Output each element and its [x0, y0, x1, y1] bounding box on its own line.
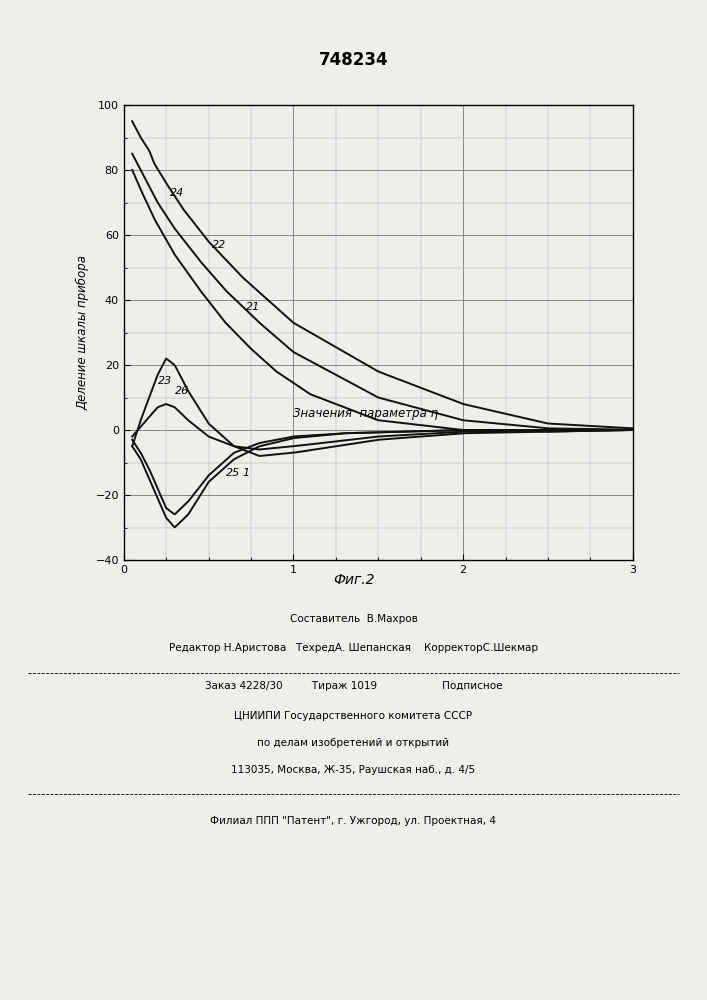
Text: Фиг.2: Фиг.2: [333, 573, 374, 587]
Text: 21: 21: [246, 302, 260, 312]
Text: ЦНИИПИ Государственного комитета СССР: ЦНИИПИ Государственного комитета СССР: [235, 711, 472, 721]
Text: Редактор Н.Аристова   ТехредА. Шепанская    КорректорС.Шекмар: Редактор Н.Аристова ТехредА. Шепанская К…: [169, 643, 538, 653]
Text: 24: 24: [170, 188, 184, 198]
Text: 1: 1: [243, 468, 250, 478]
Text: 113035, Москва, Ж-35, Раушская наб., д. 4/5: 113035, Москва, Ж-35, Раушская наб., д. …: [231, 765, 476, 775]
Text: Составитель  В.Махров: Составитель В.Махров: [290, 613, 417, 624]
Text: Заказ 4228/30         Тираж 1019                    Подписное: Заказ 4228/30 Тираж 1019 Подписное: [205, 681, 502, 691]
Text: 25: 25: [226, 468, 240, 478]
Text: 748234: 748234: [319, 51, 388, 69]
Text: Значения  параметра η: Значения параметра η: [293, 407, 438, 420]
Y-axis label: Деление шкалы прибора: Деление шкалы прибора: [77, 255, 90, 410]
Text: 26: 26: [175, 386, 189, 396]
Text: Филиал ППП "Патент", г. Ужгород, ул. Проектная, 4: Филиал ППП "Патент", г. Ужгород, ул. Про…: [211, 816, 496, 826]
Text: по делам изобретений и открытий: по делам изобретений и открытий: [257, 738, 450, 748]
Text: 22: 22: [212, 240, 226, 250]
Text: 23: 23: [158, 376, 172, 386]
